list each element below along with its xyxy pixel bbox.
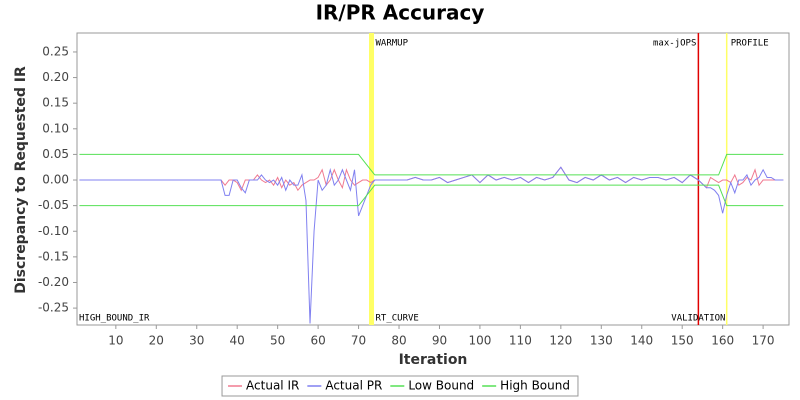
x-tick-label: 170 [752, 334, 775, 348]
x-tick-label: 50 [270, 334, 285, 348]
y-tick-label: -0.20 [38, 275, 69, 289]
x-tick-label: 100 [468, 334, 491, 348]
x-tick-label: 30 [189, 334, 204, 348]
legend-label: Actual IR [246, 379, 299, 393]
x-tick-label: 40 [230, 334, 245, 348]
x-tick-label: 160 [711, 334, 734, 348]
y-axis-title: Discrepancy to Requested IR [13, 66, 29, 294]
x-tick-label: 70 [351, 334, 366, 348]
y-tick-label: 0.10 [42, 121, 69, 135]
x-tick-label: 10 [108, 334, 123, 348]
legend-label: Low Bound [408, 379, 474, 393]
legend: Actual IR Actual PR Low Bound High Bound [221, 375, 579, 397]
marker-label: RT_CURVE [376, 314, 419, 324]
marker-label: PROFILE [731, 39, 769, 49]
x-tick-label: 60 [310, 334, 325, 348]
x-tick-label: 20 [149, 334, 164, 348]
chart-title: IR/PR Accuracy [316, 1, 485, 25]
y-tick-label: -0.05 [38, 198, 69, 212]
y-tick-label: 0.25 [42, 44, 69, 58]
x-axis-title: Iteration [399, 352, 468, 368]
x-tick-label: 150 [671, 334, 694, 348]
x-tick-label: 110 [509, 334, 532, 348]
series-line [79, 184, 784, 207]
series-line [79, 153, 784, 176]
y-tick-label: -0.10 [38, 224, 69, 238]
y-tick-label: 0.00 [42, 173, 69, 187]
x-tick-label: 140 [630, 334, 653, 348]
y-tick-label: 0.20 [42, 70, 69, 84]
marker-label: max-jOPS [653, 39, 696, 49]
x-tick-label: 80 [391, 334, 406, 348]
x-tick-label: 120 [549, 334, 572, 348]
legend-label: High Bound [500, 379, 570, 393]
y-tick-label: -0.15 [38, 249, 69, 263]
corner-label: HIGH_BOUND_IR [79, 314, 150, 324]
marker-label: WARMUP [376, 39, 409, 49]
y-tick-label: -0.25 [38, 301, 69, 315]
series-line [79, 166, 784, 324]
x-tick-label: 90 [432, 334, 447, 348]
y-tick-label: 0.15 [42, 96, 69, 110]
x-tick-label: 130 [590, 334, 613, 348]
legend-label: Actual PR [325, 379, 382, 393]
marker-label: VALIDATION [671, 314, 725, 324]
y-tick-label: 0.05 [42, 147, 69, 161]
